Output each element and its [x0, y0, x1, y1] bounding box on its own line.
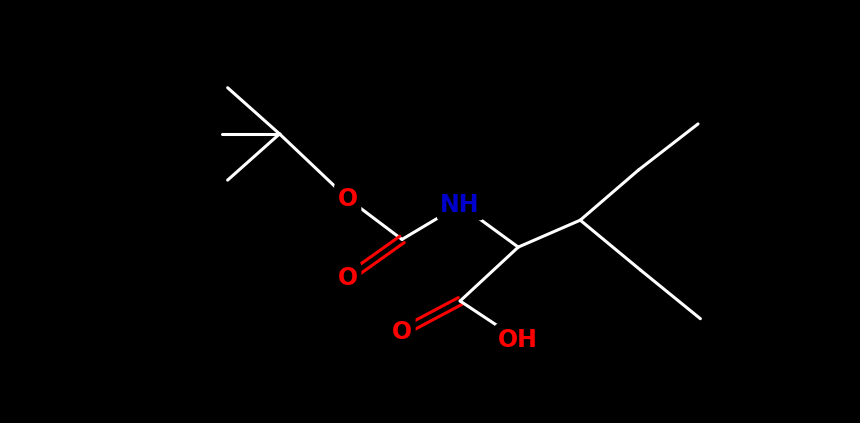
Text: O: O [392, 320, 412, 344]
Text: O: O [338, 266, 358, 290]
Text: NH: NH [440, 193, 480, 217]
Text: O: O [338, 187, 358, 211]
Text: OH: OH [498, 327, 538, 352]
